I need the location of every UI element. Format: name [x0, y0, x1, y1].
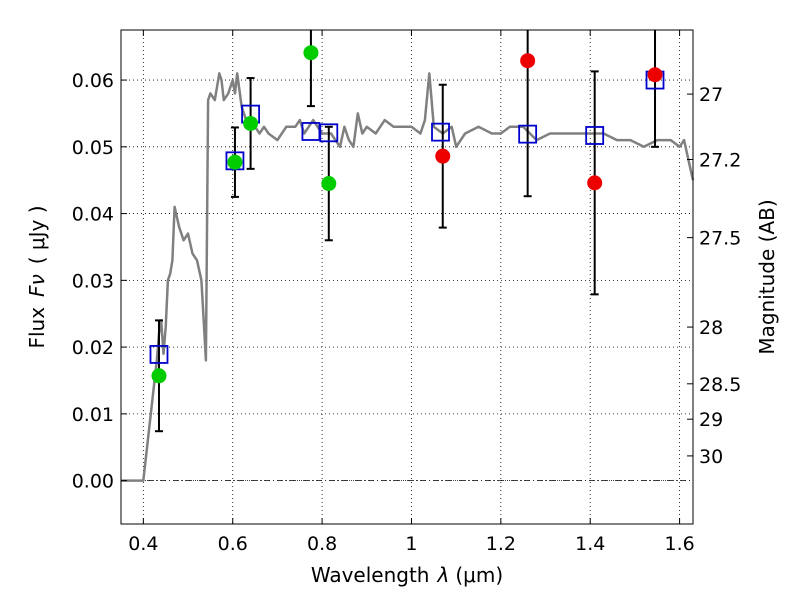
- model-flux-square: [431, 122, 450, 142]
- y2-tick-label: 28: [699, 317, 723, 339]
- observed-point: [243, 115, 259, 131]
- y2-tick-label: 29: [699, 409, 723, 431]
- model-flux-square: [585, 126, 605, 145]
- x-axis-label-unit: (μm): [455, 563, 503, 587]
- y-tick-label: 0.00: [72, 471, 114, 493]
- x-tick-label: 0.4: [128, 533, 158, 555]
- model-flux-square: [319, 123, 339, 143]
- y-tick-label: 0.06: [72, 70, 114, 92]
- x-tick-label: 1.6: [664, 533, 694, 555]
- observed-point: [303, 45, 319, 61]
- y-axis-label-symbol: Fν: [25, 274, 49, 297]
- x-tick-label: 0.6: [218, 533, 248, 555]
- observed-point-layer: [151, 45, 663, 384]
- axis-ticks: 0.4 0.6 0.8 1 1.2 1.4 1.6 0.00 0.01 0.02 0.03 0.04 0…: [72, 30, 741, 555]
- y2-tick-label: 27: [699, 84, 723, 106]
- y-axis-label-unit: ( μJy ): [25, 205, 49, 264]
- observed-point: [321, 176, 337, 192]
- plot-background: [121, 30, 693, 524]
- observed-point: [227, 154, 243, 170]
- observed-point: [151, 368, 167, 384]
- observed-point: [647, 67, 663, 83]
- y-axis-label: Flux Fν ( μJy ): [25, 205, 49, 348]
- y2-tick-label: 27.5: [699, 228, 741, 250]
- grid-layer: [121, 30, 693, 524]
- y-tick-label: 0.03: [72, 270, 114, 292]
- y-tick-label: 0.04: [72, 204, 114, 226]
- sed-line: [121, 72, 695, 482]
- model-flux-square: [518, 124, 538, 144]
- observed-point: [587, 175, 603, 191]
- x-axis-label-symbol: λ: [437, 563, 450, 587]
- x-axis-label-text: Wavelength: [311, 563, 430, 587]
- x-tick-label: 0.8: [307, 533, 337, 555]
- x-tick-label: 1.2: [486, 533, 516, 555]
- plot-frame: [120, 29, 694, 525]
- y-axis-label-text: Flux: [25, 307, 49, 349]
- y-tick-label: 0.02: [72, 337, 114, 359]
- x-axis-label: Wavelength λ (μm): [311, 563, 503, 587]
- y2-axis-label: Magnitude (AB): [755, 199, 779, 354]
- y-tick-label: 0.05: [72, 137, 114, 159]
- model-flux-square: [149, 345, 169, 364]
- y2-tick-label: 28.5: [699, 374, 741, 396]
- y2-tick-label: 27.2: [699, 150, 741, 172]
- y-tick-label: 0.01: [72, 404, 114, 426]
- x-tick-label: 1.4: [575, 533, 605, 555]
- observed-point: [435, 148, 451, 164]
- x-tick-label: 1: [405, 533, 417, 555]
- sed-layer: [121, 72, 695, 482]
- observed-point: [520, 53, 536, 69]
- y2-tick-label: 30: [699, 446, 723, 468]
